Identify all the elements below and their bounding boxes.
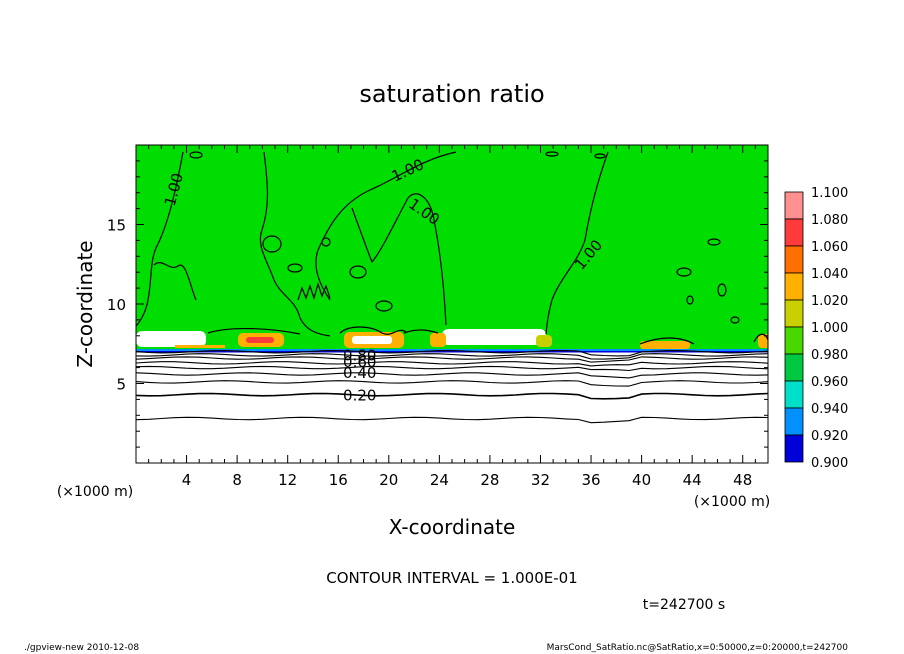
colorbar-label: 0.920 (811, 429, 848, 444)
contour-line (136, 380, 768, 387)
supersaturated-patch (536, 335, 552, 347)
x-tick-label: 12 (278, 471, 297, 489)
footer-right: MarsCond_SatRatio.nc@SatRatio,x=0:50000,… (547, 643, 849, 653)
clear-patch (352, 336, 392, 344)
contour-label-text: 0.60 (343, 353, 376, 371)
cloud-base-band (136, 351, 768, 353)
x-unit-right: (×1000 m) (694, 494, 770, 510)
contour-label: 0.20 (343, 386, 376, 404)
x-tick-label: 16 (329, 471, 348, 489)
colorbar-swatch (784, 434, 804, 463)
chart-title: saturation ratio (359, 80, 544, 108)
colorbar-swatch (784, 299, 804, 328)
contour-label: 0.40 (343, 364, 376, 382)
supersaturated-patch (640, 341, 690, 349)
y-tick-label: 5 (116, 376, 126, 394)
colorbar-label: 1.080 (811, 213, 848, 228)
low-contours (136, 349, 768, 424)
colorbar-label: 0.980 (811, 348, 848, 363)
supersaturated-band (175, 345, 225, 348)
colorbar-swatch (784, 353, 804, 382)
colorbar-label: 0.960 (811, 375, 848, 390)
colorbar-label: 0.900 (811, 456, 848, 471)
supersaturated-patch (758, 334, 768, 348)
colorbar-swatch (784, 380, 804, 409)
contour-label: 0.80 (343, 347, 376, 365)
colorbar-swatch (784, 191, 804, 220)
colorbar-swatch (784, 407, 804, 436)
contour-line (136, 356, 768, 363)
colorbar-label: 1.100 (811, 186, 848, 201)
contour-line (136, 372, 768, 379)
time-label: t=242700 s (643, 597, 725, 613)
colorbar: 1.100 1.080 1.060 1.040 1.020 1.000 0.980 0.960… (784, 186, 848, 471)
contour-label: 0.60 (343, 353, 376, 371)
supersaturated-core (246, 337, 274, 343)
saturated-region (136, 145, 768, 352)
clear-patch (442, 329, 546, 345)
colorbar-label: 1.040 (811, 267, 848, 282)
contour-line (136, 392, 768, 400)
contour-line (136, 365, 768, 372)
contour-label-text: 0.80 (343, 347, 376, 365)
contour-line (136, 361, 768, 367)
x-tick-label: 48 (733, 471, 752, 489)
x-tick-label: 44 (683, 471, 702, 489)
colorbar-swatch (784, 218, 804, 247)
x-tick-label: 4 (182, 471, 192, 489)
x-tick-label: 40 (632, 471, 651, 489)
colorbar-label: 1.060 (811, 240, 848, 255)
x-axis-label: X-coordinate (389, 515, 516, 539)
contour-label-text: 0.40 (343, 364, 376, 382)
clear-patch (136, 331, 206, 347)
contour-line (136, 353, 768, 360)
upper-contours (136, 151, 768, 345)
x-tick-label: 36 (581, 471, 600, 489)
colorbar-label: 1.020 (811, 294, 848, 309)
x-tick-label: 28 (480, 471, 499, 489)
y-axis-label: Z-coordinate (73, 240, 97, 367)
supersaturated-patch (430, 333, 446, 347)
footer-left: ./gpview-new 2010-12-08 (24, 643, 139, 653)
contour-interval-note: CONTOUR INTERVAL = 1.000E-01 (326, 569, 577, 587)
x-axis: 4 8 12 16 20 24 28 32 36 40 44 48 (148, 145, 756, 489)
contour-label-text: 0.20 (343, 386, 376, 404)
x-unit-left: (×1000 m) (57, 484, 133, 500)
x-tick-label: 20 (379, 471, 398, 489)
x-tick-label: 8 (232, 471, 242, 489)
colorbar-label: 1.000 (811, 321, 848, 336)
y-axis: 5 10 15 (107, 160, 768, 448)
y-tick-label: 10 (107, 296, 126, 314)
colorbar-swatch (784, 245, 804, 274)
x-tick-label: 32 (531, 471, 550, 489)
contour-line (136, 416, 768, 424)
x-tick-label: 24 (430, 471, 449, 489)
y-tick-label: 15 (107, 217, 126, 235)
plot-area: 1.001.001.001.000.800.600.400.20 (136, 145, 768, 463)
colorbar-label: 0.940 (811, 402, 848, 417)
contour-line (136, 349, 768, 357)
colorbar-swatch (784, 272, 804, 301)
colorbar-swatch (784, 326, 804, 355)
